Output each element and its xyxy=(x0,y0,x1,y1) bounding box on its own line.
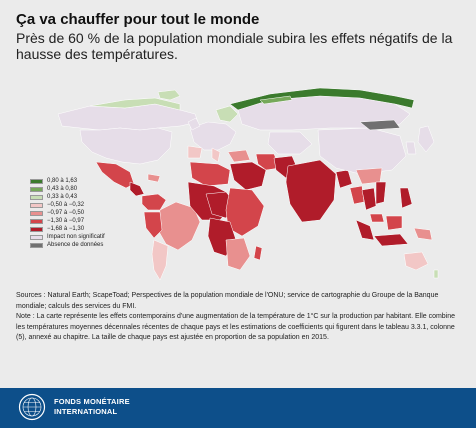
region-new-zealand xyxy=(433,269,439,279)
page-subtitle: Près de 60 % de la population mondiale s… xyxy=(16,30,453,62)
legend-swatch xyxy=(30,234,43,240)
imf-wordmark-line1: FONDS MONÉTAIRE xyxy=(54,397,130,406)
cartogram-map xyxy=(57,87,439,281)
region-usa xyxy=(79,127,173,165)
legend-entry: 0,80 à 1,63 xyxy=(30,177,105,185)
region-colombia xyxy=(141,193,167,211)
map-legend: 0,80 à 1,63 0,43 à 0,80 0,33 à 0,43 −0,5… xyxy=(30,177,105,249)
legend-entry: −1,30 à −0,97 xyxy=(30,217,105,225)
region-southern-africa xyxy=(225,237,251,271)
region-brazil xyxy=(157,201,201,251)
region-madagascar xyxy=(253,245,263,261)
region-central-asia xyxy=(267,131,313,155)
region-canada-north xyxy=(89,97,181,111)
source-notes: Sources : Natural Earth; ScapeToad; Pers… xyxy=(16,291,461,344)
region-middle-east xyxy=(229,161,267,191)
region-philippines xyxy=(399,187,413,209)
legend-label: 0,43 à 0,80 xyxy=(47,186,78,192)
legend-entry: 0,33 à 0,43 xyxy=(30,193,105,201)
legend-entry: −1,68 à −1,30 xyxy=(30,225,105,233)
page-title: Ça va chauffer pour tout le monde xyxy=(16,11,260,28)
region-scandinavia xyxy=(215,105,239,123)
legend-entry: −0,97 à −0,50 xyxy=(30,209,105,217)
region-myanmar xyxy=(349,185,365,205)
legend-label: −1,30 à −0,97 xyxy=(47,218,85,224)
legend-swatch xyxy=(30,218,43,224)
legend-swatch xyxy=(30,242,43,248)
region-korea xyxy=(405,141,417,155)
legend-swatch xyxy=(30,226,43,232)
region-australia xyxy=(403,251,429,271)
region-china xyxy=(317,127,407,175)
legend-label: Absence de données xyxy=(47,242,104,248)
legend-label: Impact non significatif xyxy=(47,234,105,240)
region-caribbean xyxy=(147,173,161,183)
imf-seal-logo xyxy=(18,393,46,421)
legend-entry: Impact non significatif xyxy=(30,233,105,241)
region-greenland xyxy=(157,89,181,101)
region-uk xyxy=(187,117,201,131)
legend-entry: −0,50 à −0,32 xyxy=(30,201,105,209)
region-bangladesh xyxy=(335,169,353,189)
legend-label: −0,97 à −0,50 xyxy=(47,210,85,216)
region-indonesia-borneo xyxy=(385,215,403,231)
legend-swatch xyxy=(30,178,43,184)
region-central-america xyxy=(129,181,145,197)
region-indonesia-java xyxy=(373,233,409,247)
region-north-africa xyxy=(189,161,231,187)
legend-swatch xyxy=(30,202,43,208)
legend-label: −1,68 à −1,30 xyxy=(47,226,85,232)
legend-label: 0,33 à 0,43 xyxy=(47,194,78,200)
imf-wordmark-line2: INTERNATIONAL xyxy=(54,407,118,416)
region-malaysia xyxy=(369,213,385,223)
legend-swatch xyxy=(30,210,43,216)
region-iberia xyxy=(187,145,203,159)
region-east-africa xyxy=(225,187,265,237)
legend-entry: 0,43 à 0,80 xyxy=(30,185,105,193)
region-turkey xyxy=(227,149,251,163)
region-mongolia xyxy=(359,119,401,131)
legend-entry: Absence de données xyxy=(30,241,105,249)
region-peru xyxy=(143,211,163,239)
legend-swatch xyxy=(30,186,43,192)
region-japan xyxy=(417,125,435,153)
region-papua xyxy=(413,227,433,241)
region-indonesia-sumatra xyxy=(355,219,375,241)
sources-text: Sources : Natural Earth; ScapeToad; Pers… xyxy=(16,292,439,310)
footer-bar: FONDS MONÉTAIRE INTERNATIONAL xyxy=(0,388,476,428)
region-india xyxy=(285,159,337,223)
region-russia-band-light xyxy=(259,95,293,105)
legend-swatch xyxy=(30,194,43,200)
region-thailand xyxy=(361,187,377,211)
region-china-south xyxy=(355,167,383,185)
region-italy xyxy=(211,147,221,163)
legend-label: −0,50 à −0,32 xyxy=(47,202,85,208)
legend-label: 0,80 à 1,63 xyxy=(47,178,78,184)
region-europe-west xyxy=(189,121,237,151)
imf-wordmark: FONDS MONÉTAIRE INTERNATIONAL xyxy=(54,397,130,417)
region-vietnam xyxy=(375,181,387,205)
region-argentina xyxy=(151,239,169,281)
note-text: Note : La carte représente les effets co… xyxy=(16,313,456,341)
